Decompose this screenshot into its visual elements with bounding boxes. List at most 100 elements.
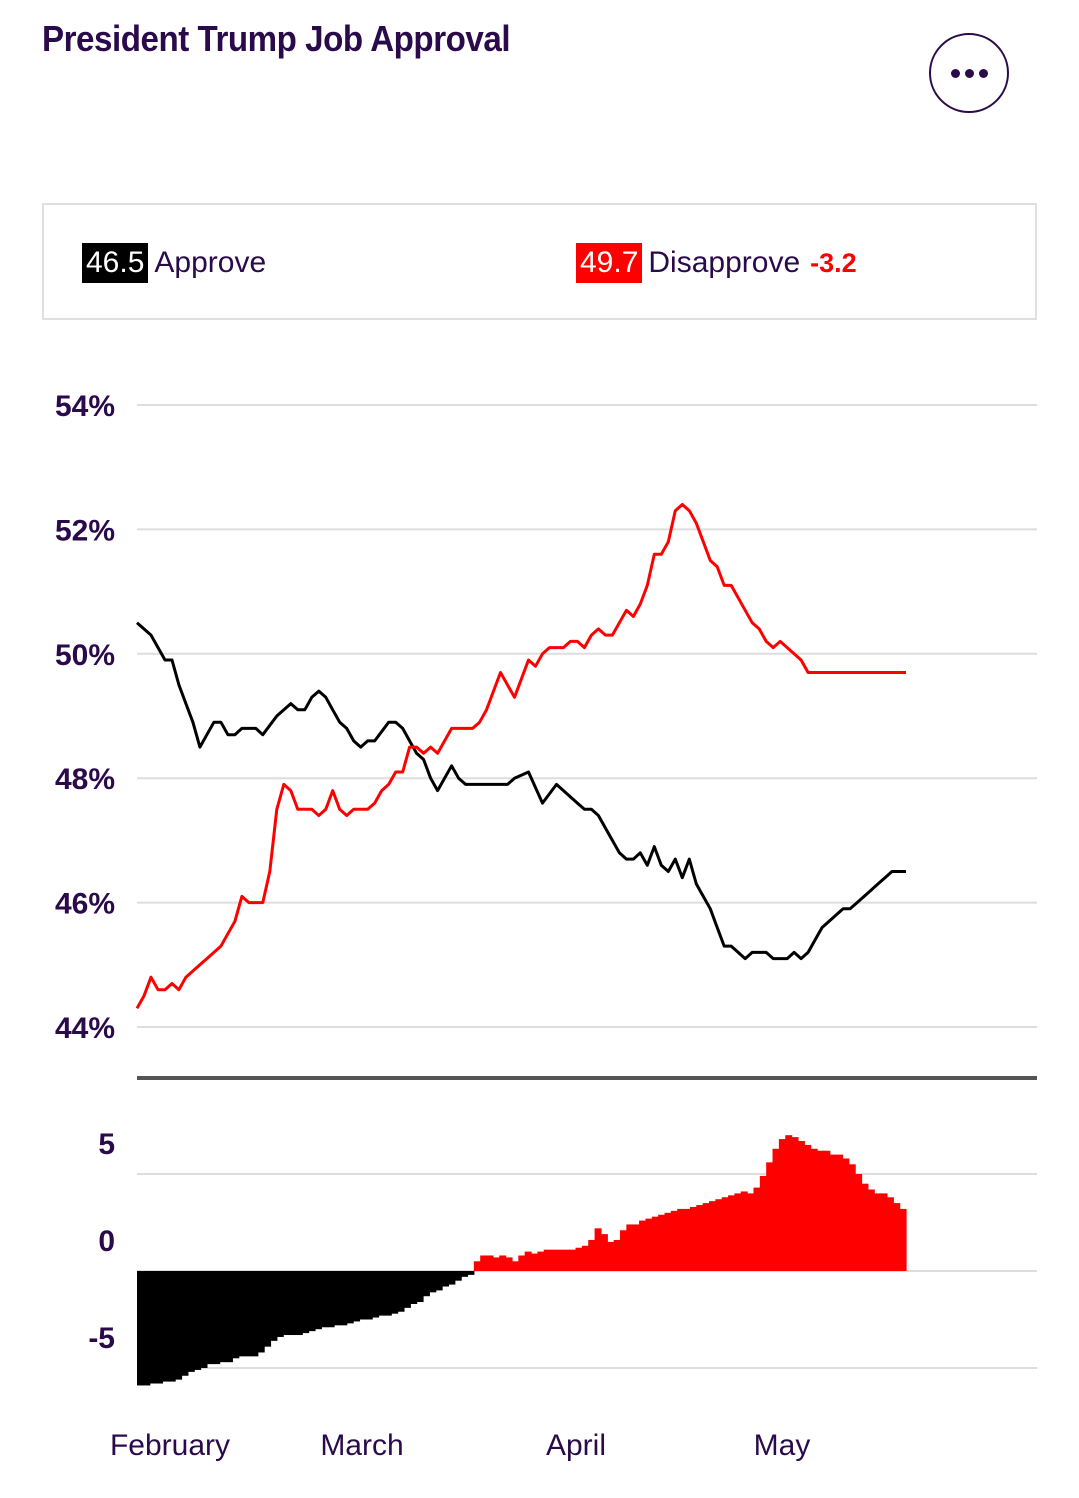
spread-bar [283,1271,291,1336]
spread-bar [442,1271,450,1287]
spread-bar [867,1189,875,1271]
spread-bar [861,1183,869,1271]
spread-bar [772,1148,780,1271]
legend-box: 46.5 Approve 49.7 Disapprove -3.2 [42,203,1037,320]
spread-value: -3.2 [810,247,857,278]
spread-bar [785,1135,793,1271]
spread-bar [626,1224,634,1271]
x-tick-label: April [546,1429,606,1462]
spread-bar [855,1174,863,1271]
spread-bar [804,1144,812,1271]
spread-bar [613,1239,621,1271]
spread-bar [562,1249,570,1271]
more-horizontal-icon [950,68,988,78]
spread-bar [391,1271,399,1314]
spread-bar [899,1208,907,1271]
disapprove-label: Disapprove [648,246,801,279]
spread-bar [327,1271,335,1328]
spread-bar [308,1271,316,1332]
spread-bar [848,1164,856,1271]
spread-bar [461,1271,469,1277]
spread-bar [702,1203,710,1271]
spread-bar [314,1271,322,1330]
spread-bar [747,1193,755,1271]
spread-bar [677,1208,685,1271]
spread-bar [569,1249,577,1271]
spread-bar [473,1261,481,1271]
spread-bar [346,1271,354,1324]
spread-bar [219,1271,227,1363]
approve-value-badge: 46.5 [82,243,149,283]
spread-bar [753,1187,761,1271]
spread-bar [594,1228,602,1271]
spread-bar [270,1271,278,1341]
spread-bar [797,1141,805,1271]
spread-bar [289,1271,297,1336]
spread-bar [696,1205,704,1271]
spread-bar [480,1255,488,1271]
spread-bar [778,1139,786,1271]
spread-bar [334,1271,341,1326]
spread-bar [359,1271,367,1320]
spread-bar [372,1271,380,1318]
spread-bar [397,1271,405,1312]
approve-label: Approve [154,246,267,279]
legend-disapprove[interactable]: 49.7 Disapprove -3.2 [576,243,857,283]
spread-bar [829,1154,837,1271]
spread-bar [683,1208,691,1271]
y-tick-label: 50% [55,639,115,672]
more-options-button[interactable] [929,33,1009,113]
spread-bar [632,1224,640,1271]
spread-bar [448,1271,456,1285]
spread-bar [575,1247,583,1271]
y-tick-label: -5 [88,1322,115,1355]
spread-bar [213,1271,221,1365]
spread-bar [537,1251,545,1271]
x-tick-label: February [110,1429,230,1462]
x-tick-label: May [754,1429,811,1462]
y-tick-label: 48% [55,763,115,796]
spread-bar [499,1255,507,1271]
y-tick-label: 46% [55,888,115,921]
spread-bar [410,1271,418,1304]
spread-bar [518,1255,526,1271]
spread-bar [823,1150,831,1271]
spread-bar [467,1271,475,1275]
spread-bar [715,1199,723,1271]
spread-bar [143,1271,151,1386]
spread-bar [251,1271,259,1357]
spread-bar [187,1271,195,1372]
spread-bar [600,1234,608,1271]
spread-bar [257,1271,265,1353]
spread-bar [511,1261,519,1271]
spread-bar [543,1249,551,1271]
legend-approve[interactable]: 46.5 Approve [82,243,266,283]
spread-bar [759,1175,767,1271]
spread-bar [505,1257,513,1271]
y-tick-label: 52% [55,514,115,547]
spread-bar [531,1253,538,1271]
spread-bar [302,1271,310,1334]
spread-bar [524,1251,532,1271]
spread-bar [295,1271,303,1336]
spread-bar [225,1271,233,1363]
y-tick-label: 0 [98,1225,115,1258]
spread-bar [168,1271,176,1382]
spread-bar [588,1239,596,1271]
spread-bar [645,1218,653,1271]
spread-bar [728,1195,736,1271]
spread-bar [416,1271,424,1303]
spread-bar [651,1216,659,1271]
spread-bar [708,1201,716,1271]
spread-bar [766,1162,774,1271]
spread-bar [137,1271,144,1386]
spread-bar [232,1271,240,1359]
spread-bar [454,1271,462,1281]
spread-bar [556,1249,564,1271]
y-tick-label: 54% [55,390,115,423]
spread-bar [181,1271,189,1376]
spread-bar [791,1137,799,1271]
spread-bar [689,1206,697,1271]
spread-bar [893,1203,901,1271]
